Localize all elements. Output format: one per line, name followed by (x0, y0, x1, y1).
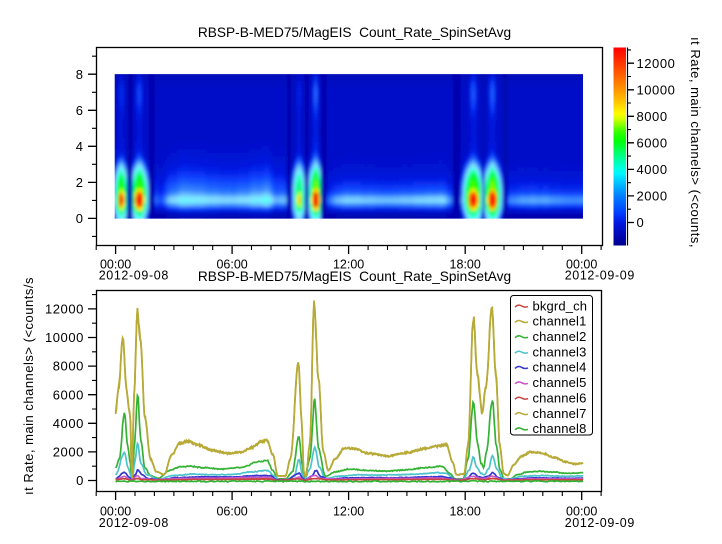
svg-text:channel8: channel8 (533, 421, 587, 436)
svg-text:4: 4 (76, 139, 83, 154)
svg-text:2000: 2000 (53, 445, 84, 460)
svg-text:12000: 12000 (637, 56, 676, 71)
svg-text:2012-09-08: 2012-09-08 (99, 516, 169, 530)
svg-text:ıt Rate, main channels> (<coun: ıt Rate, main channels> (<counts/s (21, 277, 36, 495)
svg-text:18:00: 18:00 (450, 505, 481, 519)
svg-text:channel3: channel3 (533, 344, 587, 359)
svg-text:06:00: 06:00 (216, 258, 247, 272)
svg-text:06:00: 06:00 (216, 505, 247, 519)
svg-text:2012-09-08: 2012-09-08 (99, 269, 169, 283)
svg-text:0: 0 (76, 211, 83, 226)
svg-text:4000: 4000 (637, 162, 668, 177)
svg-text:2: 2 (76, 175, 83, 190)
svg-text:RBSP-B-MED75/MagEIS Count_Rat: RBSP-B-MED75/MagEIS Count_Rate_SpinSetAv… (198, 25, 511, 40)
svg-text:8000: 8000 (53, 359, 84, 374)
svg-text:12:00: 12:00 (333, 258, 364, 272)
svg-text:6000: 6000 (637, 135, 668, 150)
svg-text:12:00: 12:00 (333, 505, 364, 519)
svg-text:2000: 2000 (637, 189, 668, 204)
svg-text:18:00: 18:00 (450, 258, 481, 272)
svg-text:channel2: channel2 (533, 329, 587, 344)
svg-text:bkgrd_ch: bkgrd_ch (533, 298, 588, 313)
svg-text:8: 8 (76, 67, 83, 82)
svg-text:00:00: 00:00 (100, 505, 131, 519)
svg-text:channel5: channel5 (533, 375, 587, 390)
svg-text:channel6: channel6 (533, 390, 587, 405)
svg-text:12000: 12000 (45, 302, 84, 317)
svg-text:00:00: 00:00 (566, 505, 597, 519)
svg-text:0: 0 (76, 473, 84, 488)
svg-text:2012-09-09: 2012-09-09 (565, 516, 635, 530)
svg-text:00:00: 00:00 (100, 258, 131, 272)
svg-text:6000: 6000 (53, 387, 84, 402)
svg-text:00:00: 00:00 (566, 258, 597, 272)
svg-text:channel4: channel4 (533, 360, 587, 375)
svg-text:ıt Rate, main channels> (<coun: ıt Rate, main channels> (<counts, (688, 37, 703, 248)
svg-text:2012-09-09: 2012-09-09 (565, 269, 635, 283)
svg-text:RBSP-B-MED75/MagEIS Count_Rat: RBSP-B-MED75/MagEIS Count_Rate_SpinSetAv… (198, 269, 511, 284)
svg-text:10000: 10000 (637, 82, 676, 97)
svg-text:0: 0 (637, 215, 645, 230)
svg-text:channel1: channel1 (533, 314, 587, 329)
svg-text:4000: 4000 (53, 416, 84, 431)
svg-text:6: 6 (76, 103, 83, 118)
svg-text:channel7: channel7 (533, 406, 587, 421)
svg-text:8000: 8000 (637, 109, 668, 124)
svg-text:10000: 10000 (45, 330, 84, 345)
